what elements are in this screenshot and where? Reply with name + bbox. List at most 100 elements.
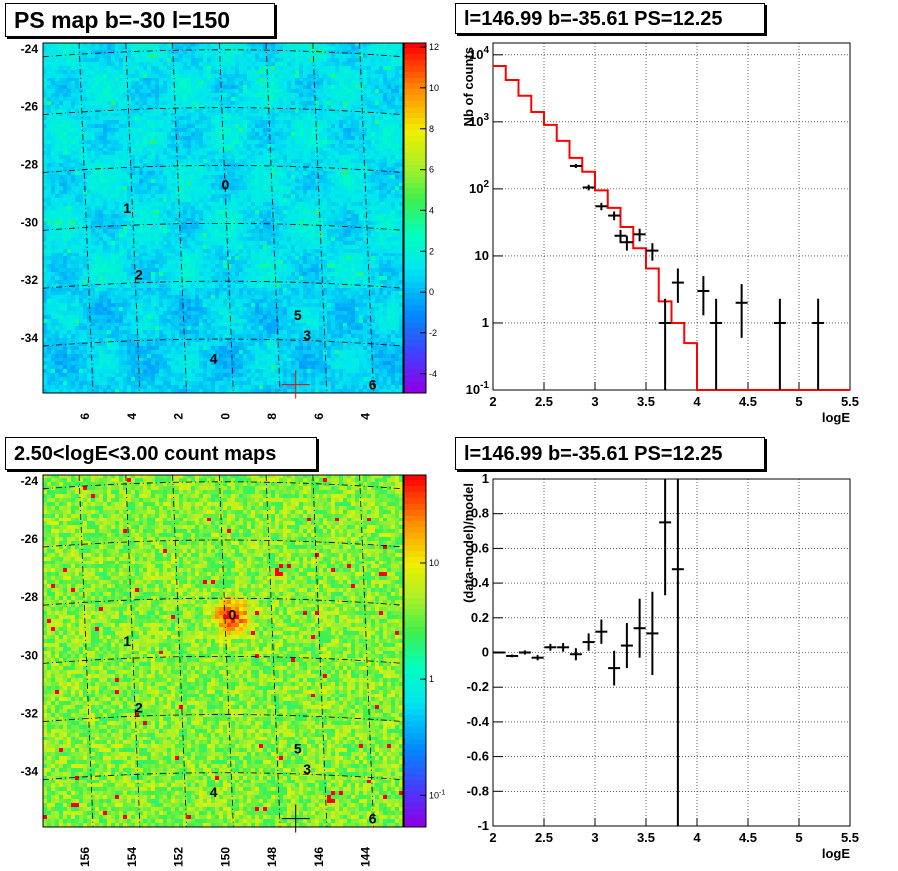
ps-map-colorbar-label: 10	[429, 83, 439, 93]
count-map-x-tick-label: 150	[218, 847, 232, 867]
spectrum-y-tick-label: 10	[475, 248, 489, 263]
spectrum-y-axis-label: Nb of counts	[461, 47, 476, 126]
ps-map-grid-lat	[42, 107, 404, 116]
count-map-colorbar-label: 1	[429, 674, 434, 684]
residual-y-tick-label: -0.6	[467, 749, 489, 764]
count-map-source-label: 1	[123, 633, 131, 649]
ps-map-grid-lat	[42, 49, 404, 58]
count-map-source-label: 5	[294, 740, 302, 756]
ps-map-colorbar-label: -2	[429, 328, 437, 338]
residual-y-axis-label: (data-model)/model	[461, 483, 476, 603]
count-map-y-tick-label: -32	[21, 707, 39, 721]
ps-map-y-tick-label: -24	[21, 42, 39, 56]
count-map-y-tick-label: -34	[21, 765, 39, 779]
spectrum-y-tick-label: 10-1	[466, 380, 490, 397]
count-map-source-label: 4	[210, 784, 218, 800]
spectrum-x-tick-label: 2	[489, 394, 496, 409]
count-map-grid-lon	[78, 474, 94, 828]
count-map-grid-lat	[42, 714, 404, 722]
count-map-title: 2.50<logE<3.00 count maps	[5, 437, 317, 470]
count-map-grid-lat	[42, 655, 404, 664]
residual-x-tick-label: 5.5	[841, 830, 859, 845]
ps-map-colorbar-label: 4	[429, 205, 434, 215]
ps-map-grid-lon	[125, 42, 141, 394]
ps-map-source-label: 4	[210, 350, 218, 366]
count-map-grid-lon	[172, 474, 187, 828]
count-map-grid-lat	[42, 597, 404, 606]
spectrum-y-tick-label: 102	[469, 179, 489, 196]
ps-map-colorbar-label: 2	[429, 246, 434, 256]
ps-map-y-tick-label: -28	[21, 157, 39, 171]
count-map-panel: -24 -26 -28 -30 -32 -34 156 154 152 150 148 146 144 0…	[0, 473, 450, 871]
count-map-y-tick-label: -28	[21, 590, 39, 604]
spectrum-x-tick-label: 2.5	[535, 394, 553, 409]
residual-y-tick-label: -0.8	[467, 783, 489, 798]
ps-map-x-tick-label: 152	[172, 413, 186, 420]
count-map-x-tick-label: 156	[78, 847, 92, 867]
ps-map-x-tick-label: 154	[125, 413, 139, 420]
residual-y-tick-label: 0.4	[471, 575, 490, 590]
count-map-x-tick-label: 144	[359, 847, 373, 867]
count-map-source-label: 3	[303, 761, 311, 777]
ps-map-grid-lat	[42, 165, 404, 173]
ps-map-source-label: 2	[135, 266, 143, 282]
ps-map-y-tick-label: -32	[21, 273, 39, 287]
ps-map-colorbar-label: 0	[429, 287, 434, 297]
count-map-colorbar-frame	[403, 474, 427, 828]
ps-map-frame	[42, 42, 404, 394]
residual-x-tick-label: 4	[693, 830, 701, 845]
ps-map-source-label: 1	[123, 200, 131, 216]
ps-map-colorbar-label: 8	[429, 124, 434, 134]
spectrum-y-tick-label: 1	[482, 315, 489, 330]
ps-map-source-label: 3	[303, 327, 311, 343]
spectrum-x-tick-label: 4	[693, 394, 701, 409]
ps-map-heatmap	[43, 43, 403, 393]
count-map-source-label: 2	[135, 700, 143, 716]
ps-map-colorbar-label: -4	[429, 369, 437, 379]
count-map-source-label: 6	[369, 810, 377, 826]
count-map-grid-lon	[312, 474, 328, 828]
ps-map-grid-lon	[265, 42, 281, 394]
count-map-colorbar-label: 10-1	[429, 789, 445, 800]
ps-map-y-tick-label: -34	[21, 331, 39, 345]
count-map-frame	[42, 474, 404, 828]
ps-map-x-tick-label: 156	[78, 413, 92, 420]
residual-x-tick-label: 3.5	[637, 830, 655, 845]
residual-x-tick-label: 2.5	[535, 830, 553, 845]
residual-y-tick-label: 0.2	[471, 610, 489, 625]
ps-map-grid-lon	[312, 42, 328, 394]
count-map-grid-lat	[42, 772, 404, 781]
residual-x-tick-label: 2	[489, 830, 496, 845]
count-map-grid-lon	[125, 474, 141, 828]
residual-x-axis-label: logE	[822, 846, 850, 861]
spectrum-x-tick-label: 3.5	[637, 394, 655, 409]
residual-x-tick-label: 5	[795, 830, 802, 845]
ps-map-grid-lon	[172, 42, 187, 394]
ps-map-x-tick-label: 148	[265, 413, 279, 420]
residual-y-tick-label: 1	[482, 471, 489, 486]
ps-map-axes: -24-26-28-30-32-341561541521501481461440…	[21, 42, 439, 420]
spectrum-model-histogram	[493, 65, 850, 391]
count-map-grid-lat	[42, 481, 404, 490]
count-map-y-tick-label: -26	[21, 532, 39, 546]
ps-map-title: PS map b=-30 l=150	[5, 3, 275, 37]
ps-map-y-tick-label: -26	[21, 100, 39, 114]
residual-y-tick-label: 0	[482, 645, 489, 660]
residual-chart: 2 2.5 3 3.5 4 4.5 5 5.5 -1 -0.8 -0.6 -0.4 -0.2 0 0.2 0.…	[461, 471, 859, 861]
count-map-source-label: 0	[228, 607, 236, 623]
count-map-x-tick-label: 146	[312, 847, 326, 867]
count-map-colorbar-label: 10	[429, 558, 439, 568]
ps-map-source-label: 0	[221, 177, 229, 193]
count-map-grid-lat	[42, 539, 404, 548]
residual-x-tick-label: 3	[591, 830, 598, 845]
spectrum-title: l=146.99 b=-35.61 PS=12.25	[455, 3, 765, 34]
ps-map-grid-lon	[359, 42, 374, 394]
residual-y-tick-label: -0.2	[467, 679, 489, 694]
count-map-heatmap	[43, 475, 403, 827]
residual-y-tick-label: 0.6	[471, 540, 489, 555]
ps-map-grid-lon	[78, 42, 94, 394]
ps-map-colorbar-frame	[403, 42, 427, 394]
residual-x-tick-label: 4.5	[739, 830, 757, 845]
count-map-x-tick-label: 154	[125, 847, 139, 867]
